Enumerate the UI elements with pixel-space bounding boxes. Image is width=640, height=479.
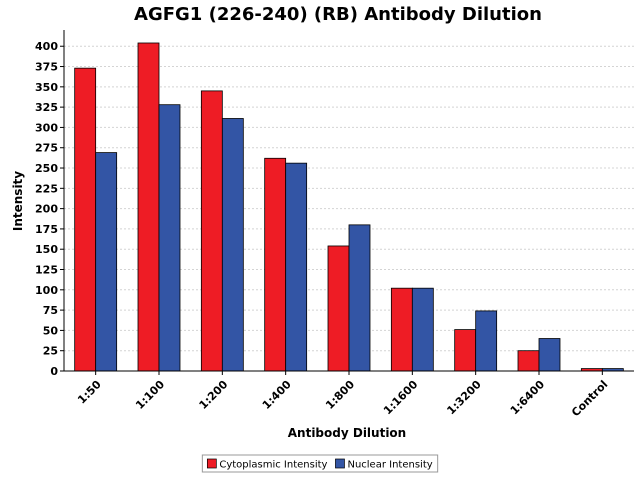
y-tick-label: 400 xyxy=(35,40,58,53)
y-tick-label: 175 xyxy=(35,223,58,236)
y-tick-label: 75 xyxy=(43,304,58,317)
y-tick-label: 150 xyxy=(35,243,58,256)
y-tick-labels: 0 25 50 75 100 125 150 175 200 225 250 275 300 325 350… xyxy=(35,40,58,378)
bar-nuclear-1-1600 xyxy=(411,287,434,372)
bar-cytoplasmic-1-800 xyxy=(327,245,350,372)
axes xyxy=(60,30,634,375)
bar-cytoplasmic-1-6400 xyxy=(517,350,540,372)
bar-nuclear-1-200 xyxy=(221,118,244,372)
chart-title: AGFG1 (226-240) (RB) Antibody Dilution xyxy=(134,4,542,25)
bar-nuclear-1-50 xyxy=(95,152,118,372)
y-tick-label: 250 xyxy=(35,162,58,175)
y-tick-label: 225 xyxy=(35,182,58,195)
y-tick-label: 25 xyxy=(43,345,58,358)
bars xyxy=(74,42,624,372)
bar-cytoplasmic-1-3200 xyxy=(454,329,477,372)
y-tick-label: 0 xyxy=(50,365,58,378)
y-tick-label: 50 xyxy=(43,324,59,337)
x-tick-label: 1:200 xyxy=(197,378,231,412)
bar-cytoplasmic-1-100 xyxy=(137,42,160,372)
legend: Cytoplasmic Intensity Nuclear Intensity xyxy=(201,454,439,473)
x-tick-label: 1:800 xyxy=(323,378,357,412)
y-axis-label: Intensity xyxy=(11,171,25,231)
y-tick-label: 375 xyxy=(35,61,58,74)
x-axis-label: Antibody Dilution xyxy=(288,426,406,440)
bar-cytoplasmic-1-1600 xyxy=(390,287,413,372)
legend-swatch xyxy=(206,458,217,469)
y-tick-label: 200 xyxy=(35,203,58,216)
x-tick-label: 1:6400 xyxy=(508,378,548,418)
bar-nuclear-1-800 xyxy=(348,224,371,372)
y-tick-label: 125 xyxy=(35,264,58,277)
bar-nuclear-1-400 xyxy=(285,162,308,372)
bar-cytoplasmic-1-50 xyxy=(74,67,97,372)
x-tick-label: 1:400 xyxy=(260,378,294,412)
legend-label: Nuclear Intensity xyxy=(347,460,432,471)
legend-label: Cytoplasmic Intensity xyxy=(219,460,327,471)
y-tick-label: 325 xyxy=(35,101,58,114)
x-tick-label: 1:50 xyxy=(75,378,104,407)
y-tick-label: 275 xyxy=(35,142,58,155)
legend-box xyxy=(201,454,439,473)
x-tick-label: 1:3200 xyxy=(444,378,484,418)
bar-nuclear-1-3200 xyxy=(475,310,498,372)
x-tick-label: 1:1600 xyxy=(381,378,421,418)
x-tick-label: 1:100 xyxy=(133,378,167,412)
x-tick-labels: 1:50 1:100 1:200 1:400 1:800 1:1600 1:3200 1:64… xyxy=(75,378,610,420)
bar-cytoplasmic-1-200 xyxy=(200,90,223,372)
y-tick-label: 100 xyxy=(35,284,58,297)
bar-cytoplasmic-1-400 xyxy=(264,157,287,372)
y-tick-label: 350 xyxy=(35,81,58,94)
x-tick-label: Control xyxy=(569,378,610,419)
legend-swatch xyxy=(335,458,345,469)
y-tick-label: 300 xyxy=(35,121,58,134)
bar-nuclear-1-100 xyxy=(158,104,181,372)
bar-nuclear-1-6400 xyxy=(538,338,561,372)
